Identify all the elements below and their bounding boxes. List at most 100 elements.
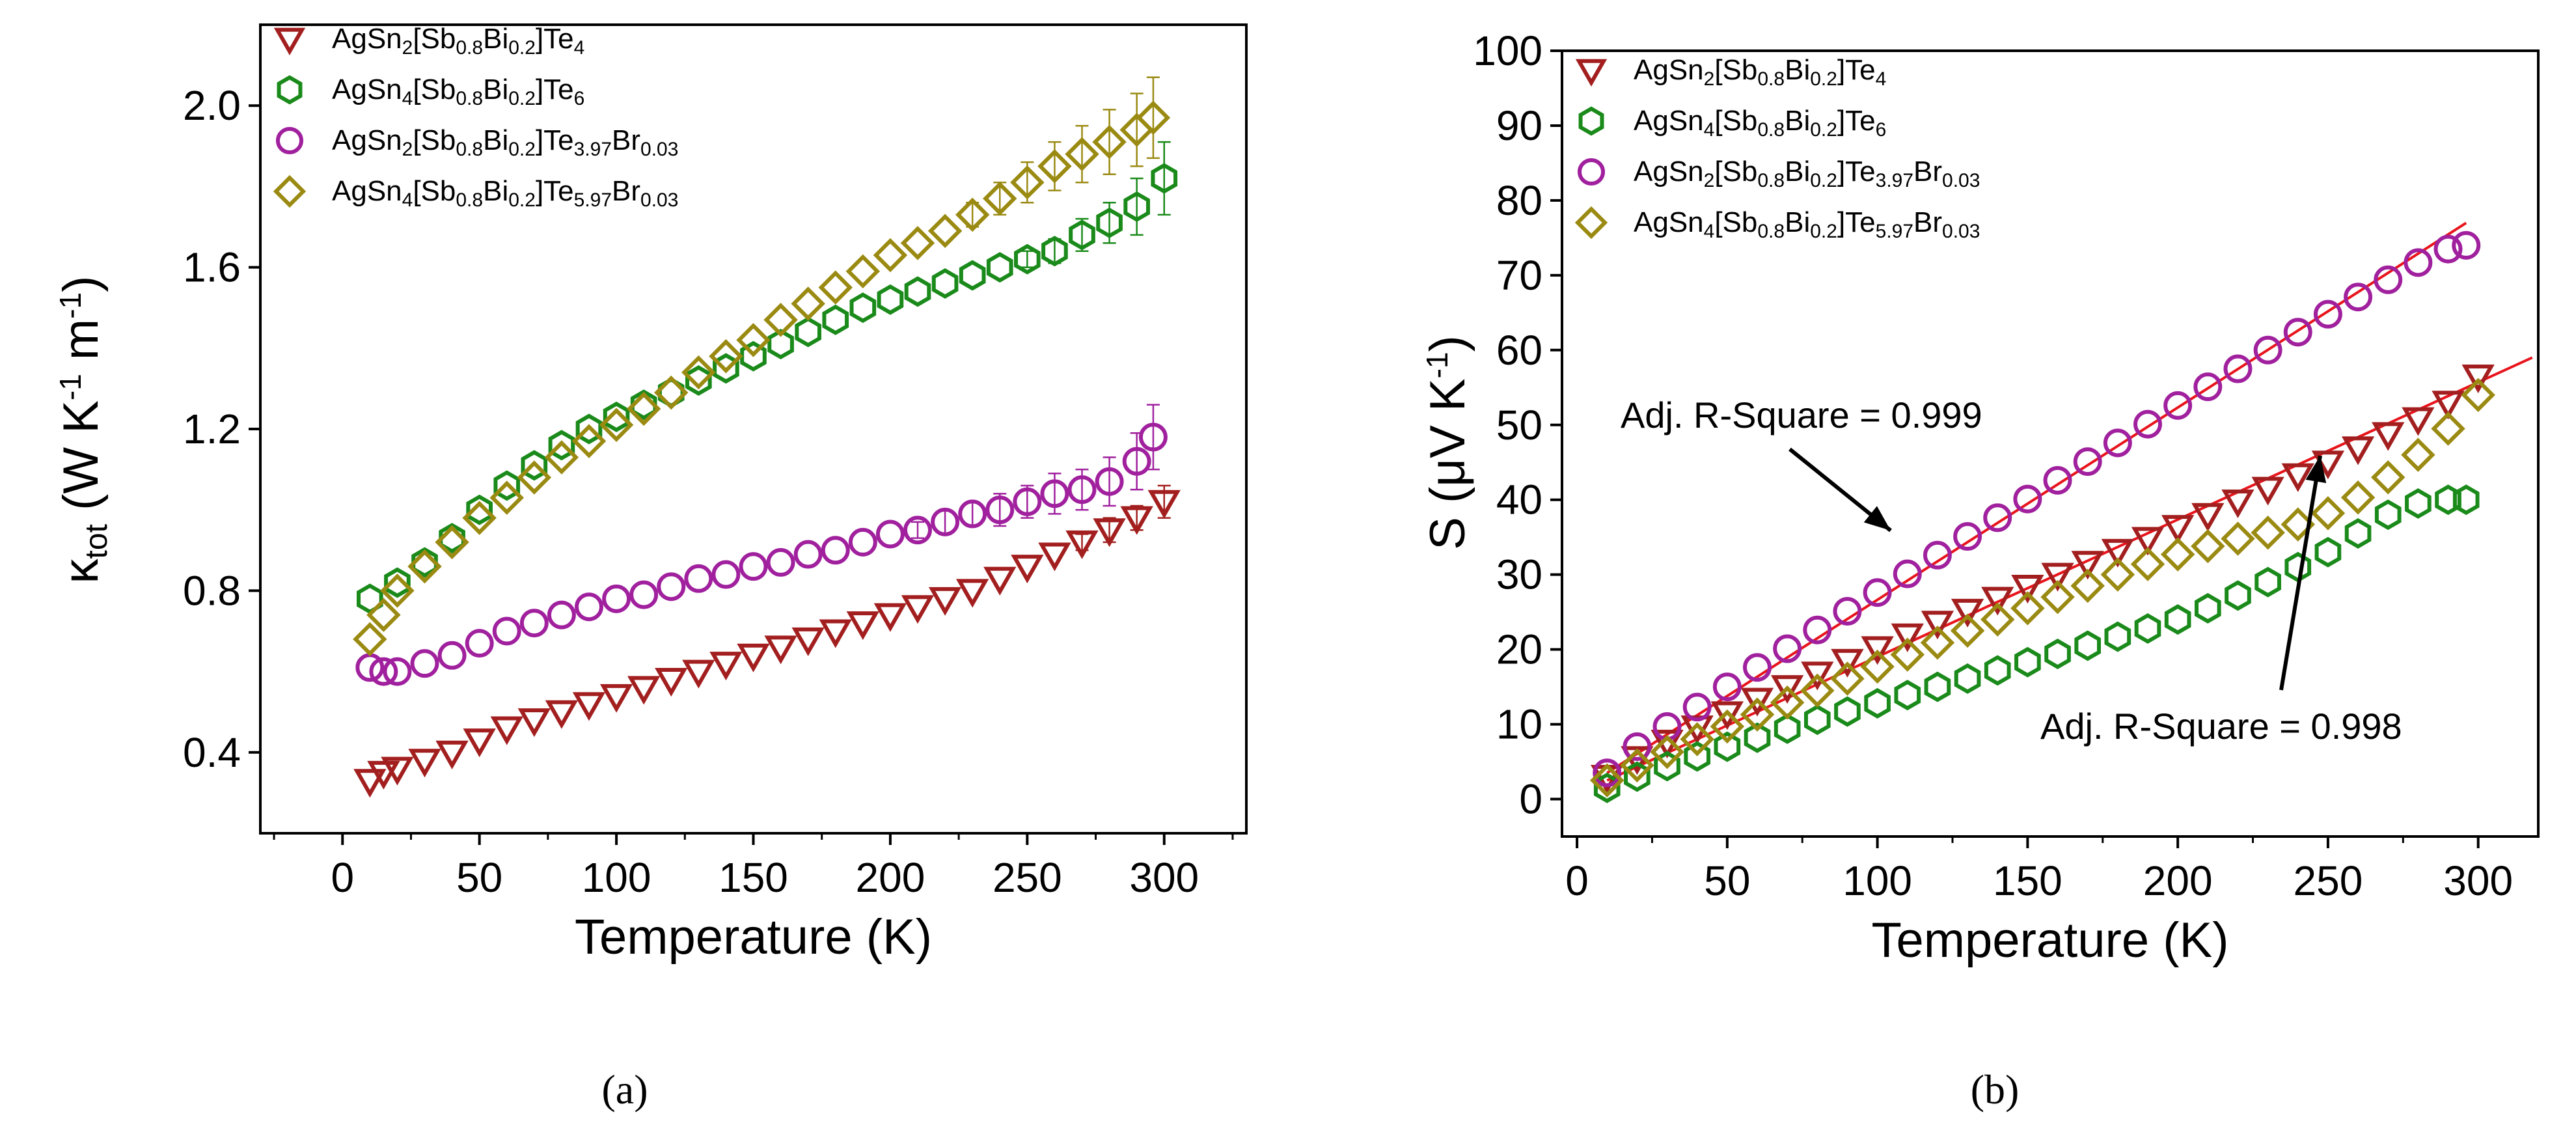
legend-label-part: 2 bbox=[402, 139, 413, 160]
data-point-circle bbox=[848, 527, 877, 557]
y-axis-label: S (μV K-1) bbox=[1420, 335, 1475, 550]
data-point-triangle-down bbox=[1801, 661, 1834, 691]
data-point-diamond bbox=[709, 339, 743, 374]
data-point-hexagon bbox=[2074, 630, 2102, 661]
ylabel-close: ) bbox=[1420, 335, 1475, 352]
legend-label-3: AgSn4[Sb0.8Bi0.2]Te5.97Br0.03 bbox=[332, 175, 678, 211]
legend-marker-hexagon bbox=[1578, 106, 1604, 136]
data-point-circle bbox=[821, 536, 850, 565]
data-point-triangle-down bbox=[709, 652, 743, 681]
data-point-triangle-down bbox=[1093, 518, 1126, 547]
legend-label-part: AgSn bbox=[1634, 54, 1704, 86]
legend-label-part: 0.2 bbox=[508, 139, 536, 160]
legend-label-part: 0.2 bbox=[508, 189, 536, 211]
data-point-circle bbox=[1122, 447, 1151, 476]
legend-label-part: 0.2 bbox=[1810, 170, 1837, 191]
data-point-diamond bbox=[626, 391, 661, 426]
data-point-circle bbox=[2253, 335, 2282, 365]
legend-label-part: 0.8 bbox=[456, 139, 483, 160]
data-point-diamond bbox=[407, 549, 442, 584]
data-point-triangle-down bbox=[1981, 587, 2014, 616]
legend-label-part: Bi bbox=[483, 23, 508, 55]
data-point-hexagon bbox=[1069, 219, 1095, 251]
data-point-diamond bbox=[1950, 613, 1985, 648]
data-point-diamond bbox=[366, 598, 401, 632]
x-tick-label: 250 bbox=[2294, 857, 2363, 904]
legend-label-part: ]Te bbox=[536, 175, 574, 207]
data-point-hexagon bbox=[877, 284, 904, 315]
data-point-circle bbox=[2133, 409, 2162, 439]
data-point-circle bbox=[711, 560, 741, 589]
legend-label-part: 2 bbox=[402, 37, 413, 59]
data-point-circle bbox=[2043, 465, 2072, 495]
data-point-diamond bbox=[571, 424, 607, 458]
data-point-triangle-down bbox=[1951, 598, 1984, 628]
legend-label-part: AgSn bbox=[332, 124, 402, 156]
data-point-circle bbox=[1983, 503, 2012, 532]
data-point-hexagon bbox=[1123, 191, 1150, 222]
data-point-circle bbox=[2374, 265, 2403, 294]
data-point-diamond bbox=[681, 355, 716, 390]
data-point-diamond bbox=[1680, 722, 1714, 756]
data-point-circle bbox=[793, 540, 823, 569]
arrow-to-fit-0998-head bbox=[2305, 456, 2327, 484]
y-tick-label: 70 bbox=[1496, 252, 1542, 299]
data-point-triangle-down bbox=[2341, 436, 2375, 465]
data-point-diamond bbox=[2100, 557, 2135, 592]
data-point-triangle-down bbox=[490, 716, 523, 745]
data-point-diamond bbox=[763, 303, 798, 337]
data-point-diamond bbox=[900, 226, 935, 260]
data-point-circle bbox=[1833, 596, 1862, 626]
data-point-diamond bbox=[435, 525, 469, 560]
panel-a-chart: 0 50 100 150 200 250 300 0.4 0.8 1.2 1.6 2.0 Tempera… bbox=[53, 23, 1248, 1113]
data-point-triangle-down bbox=[819, 619, 852, 648]
data-point-circle bbox=[2073, 447, 2102, 477]
x-tick-label: 100 bbox=[582, 854, 651, 901]
data-point-triangle-down bbox=[764, 635, 797, 665]
data-point-circle bbox=[1923, 540, 1952, 570]
legend-label-part: AgSn bbox=[332, 175, 402, 207]
x-axis-label: Temperature (K) bbox=[575, 909, 932, 965]
legend-label-part: 0.03 bbox=[1942, 170, 1980, 191]
data-point-diamond bbox=[1092, 124, 1127, 159]
data-point-diamond bbox=[489, 480, 524, 515]
series-2 bbox=[355, 404, 1168, 686]
data-point-circle bbox=[1863, 578, 1892, 607]
data-point-triangle-down bbox=[955, 579, 989, 608]
legend-label-part: AgSn bbox=[332, 23, 402, 55]
data-point-triangle-down bbox=[2402, 407, 2435, 436]
data-point-circle bbox=[1953, 522, 1982, 551]
data-point-diamond bbox=[2221, 521, 2255, 556]
series-1 bbox=[357, 141, 1178, 615]
data-point-diamond bbox=[2040, 579, 2075, 615]
data-point-triangle-down bbox=[2221, 490, 2254, 519]
legend-label-part: 6 bbox=[574, 88, 585, 109]
data-point-diamond bbox=[873, 238, 908, 273]
data-point-diamond bbox=[1830, 661, 1865, 696]
data-point-circle bbox=[465, 629, 494, 658]
legend-marker-circle bbox=[275, 126, 304, 155]
data-point-circle bbox=[547, 600, 576, 629]
data-point-circle bbox=[2013, 484, 2042, 514]
y-tick-label: 20 bbox=[1496, 626, 1542, 673]
data-point-circle bbox=[903, 516, 932, 545]
data-point-hexagon bbox=[2194, 592, 2221, 624]
y-tick-label: 10 bbox=[1496, 701, 1542, 748]
legend-marker-diamond bbox=[273, 174, 307, 208]
legend-label-part: [Sb bbox=[1714, 105, 1757, 137]
data-point-diamond bbox=[845, 254, 881, 289]
legend-label-part: ]Te bbox=[1837, 156, 1876, 187]
data-point-triangle-down bbox=[1011, 555, 1044, 584]
data-point-diamond bbox=[517, 460, 552, 495]
data-point-triangle-down bbox=[983, 566, 1017, 596]
legend-label-0: AgSn2[Sb0.8Bi0.2]Te4 bbox=[332, 23, 584, 59]
legend-label-1: AgSn4[Sb0.8Bi0.2]Te6 bbox=[332, 74, 584, 109]
legend-label-part: 3.97 bbox=[1876, 170, 1913, 191]
legend-label-part: ]Te bbox=[536, 23, 574, 55]
x-tick-label: 100 bbox=[1843, 857, 1912, 904]
data-point-hexagon bbox=[2314, 536, 2342, 568]
data-point-circle bbox=[1803, 615, 1832, 644]
y-tick-label: 0.4 bbox=[183, 729, 241, 776]
legend-label-part: 0.2 bbox=[1810, 221, 1837, 242]
data-point-circle bbox=[492, 616, 521, 646]
